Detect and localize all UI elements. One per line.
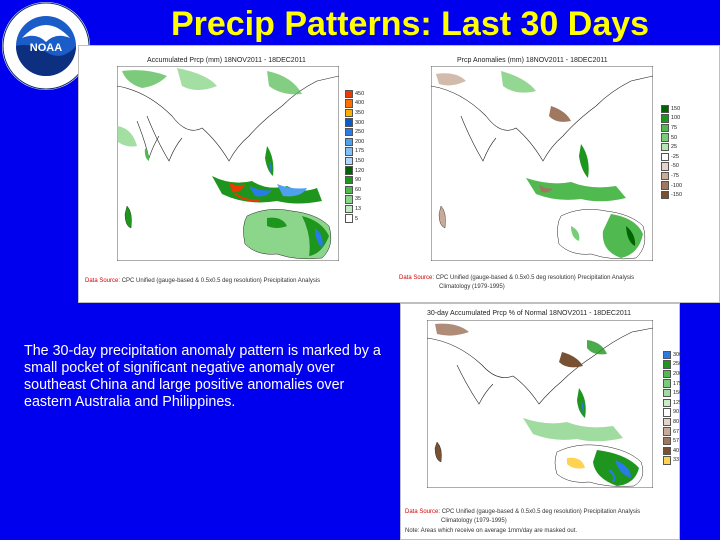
pct-source: Data Source: CPC Unified (gauge-based & … — [405, 509, 641, 515]
noaa-logo-text: NOAA — [30, 42, 62, 54]
pct-map-panel: 30-day Accumulated Prcp % of Normal 18NO… — [400, 303, 682, 540]
accum-legend-item: 250 — [345, 127, 364, 137]
pct-legend-item: 125 — [663, 398, 682, 408]
pct-swatch-2 — [663, 369, 671, 379]
pct-climatology: Climatology (1979-1995) — [441, 518, 507, 524]
anom-swatch-3 — [661, 133, 669, 142]
anom-swatch-6 — [661, 162, 669, 171]
accum-legend-item: 90 — [345, 175, 364, 185]
anom-swatch-9 — [661, 190, 669, 200]
anom-legend-item: 75 — [661, 123, 682, 133]
pct-swatch-1 — [663, 360, 671, 369]
accum-legend-item: 5 — [345, 214, 364, 224]
accum-legend-item: 175 — [345, 147, 364, 157]
pct-swatch-4 — [663, 388, 671, 398]
pct-swatch-11 — [663, 456, 671, 465]
pct-swatch-7 — [663, 417, 671, 427]
anom-legend-item: -25 — [661, 152, 682, 162]
accum-swatch-9 — [345, 175, 353, 185]
accum-swatch-1 — [345, 99, 353, 108]
accum-swatch-4 — [345, 127, 353, 137]
pct-swatch-3 — [663, 379, 671, 388]
anom-legend: 150 100 75 50 25 -25 -50 -75 -100 -150 — [661, 104, 682, 200]
accum-swatch-0 — [345, 89, 353, 98]
accum-swatch-2 — [345, 108, 353, 118]
pct-legend-item: 200 — [663, 369, 682, 379]
anom-legend-item: 25 — [661, 142, 682, 152]
anom-legend-item: -50 — [661, 162, 682, 172]
anom-swatch-1 — [661, 114, 669, 123]
pct-legend-item: 57 — [663, 436, 682, 446]
anom-swatch-2 — [661, 123, 669, 133]
accum-legend-item: 35 — [345, 195, 364, 205]
accum-legend-item: 450 — [345, 89, 364, 99]
pct-legend-item: 250 — [663, 360, 682, 370]
description-text: The 30-day precipitation anomaly pattern… — [24, 343, 381, 410]
pct-swatch-0 — [663, 350, 671, 359]
accum-map-title: Accumulated Prcp (mm) 18NOV2011 - 18DEC2… — [147, 57, 306, 64]
anom-legend-item: 50 — [661, 133, 682, 143]
anom-swatch-0 — [661, 104, 669, 113]
accum-legend-item: 60 — [345, 185, 364, 195]
accum-legend-item: 300 — [345, 118, 364, 128]
pct-legend-item: 40 — [663, 446, 682, 456]
accum-swatch-12 — [345, 204, 353, 214]
pct-swatch-8 — [663, 427, 671, 436]
accum-legend-item: 350 — [345, 108, 364, 118]
anom-climatology: Climatology (1979-1995) — [439, 284, 505, 290]
anom-swatch-5 — [661, 152, 669, 161]
accum-swatch-11 — [345, 195, 353, 204]
pct-swatch-6 — [663, 408, 671, 417]
pct-legend-item: 80 — [663, 417, 682, 427]
accum-swatch-6 — [345, 147, 353, 156]
pct-legend-item: 175 — [663, 379, 682, 389]
anom-swatch-7 — [661, 171, 669, 181]
noaa-logo: NOAA — [2, 2, 90, 90]
accum-swatch-7 — [345, 156, 353, 166]
accum-swatch-13 — [345, 214, 353, 223]
top-maps-panel: Accumulated Prcp (mm) 18NOV2011 - 18DEC2… — [78, 45, 720, 303]
anom-map — [431, 66, 653, 261]
pct-legend-item: 67 — [663, 427, 682, 437]
anom-swatch-4 — [661, 142, 669, 152]
accum-legend-item: 120 — [345, 166, 364, 176]
anom-swatch-8 — [661, 181, 669, 190]
pct-legend-item: 90 — [663, 408, 682, 418]
anom-legend-item: -75 — [661, 171, 682, 181]
pct-swatch-10 — [663, 446, 671, 455]
anom-legend-item: 150 — [661, 104, 682, 114]
accum-legend-item: 150 — [345, 156, 364, 166]
accum-legend-item: 13 — [345, 204, 364, 214]
pct-swatch-9 — [663, 436, 671, 446]
accum-legend-item: 200 — [345, 137, 364, 147]
page-title: Precip Patterns: Last 30 Days — [170, 5, 650, 43]
accum-source: Data Source: CPC Unified (gauge-based & … — [85, 278, 321, 284]
pct-legend: 300 250 200 175 150 125 90 80 67 57 40 3… — [663, 350, 682, 465]
pct-map — [427, 320, 653, 488]
accum-legend-item: 400 — [345, 99, 364, 109]
pct-swatch-5 — [663, 398, 671, 407]
anom-source: Data Source: CPC Unified (gauge-based & … — [399, 275, 635, 281]
pct-map-title: 30-day Accumulated Prcp % of Normal 18NO… — [427, 310, 632, 317]
accum-swatch-8 — [345, 166, 353, 175]
accum-swatch-5 — [345, 137, 353, 146]
pct-note: Note: Areas which receive on average 1mm… — [405, 528, 578, 534]
pct-legend-item: 300 — [663, 350, 682, 360]
accum-swatch-10 — [345, 185, 353, 194]
anom-legend-item: 100 — [661, 114, 682, 124]
anom-legend-item: -100 — [661, 181, 682, 191]
accum-swatch-3 — [345, 118, 353, 127]
pct-legend-item: 150 — [663, 388, 682, 398]
anom-map-title: Prcp Anomalies (mm) 18NOV2011 - 18DEC201… — [457, 57, 608, 64]
pct-legend-item: 33 — [663, 456, 682, 466]
anom-legend-item: -150 — [661, 190, 682, 200]
accum-map — [117, 66, 339, 261]
accum-legend: 450 400 350 300 250 200 175 150 120 90 6… — [345, 89, 364, 223]
